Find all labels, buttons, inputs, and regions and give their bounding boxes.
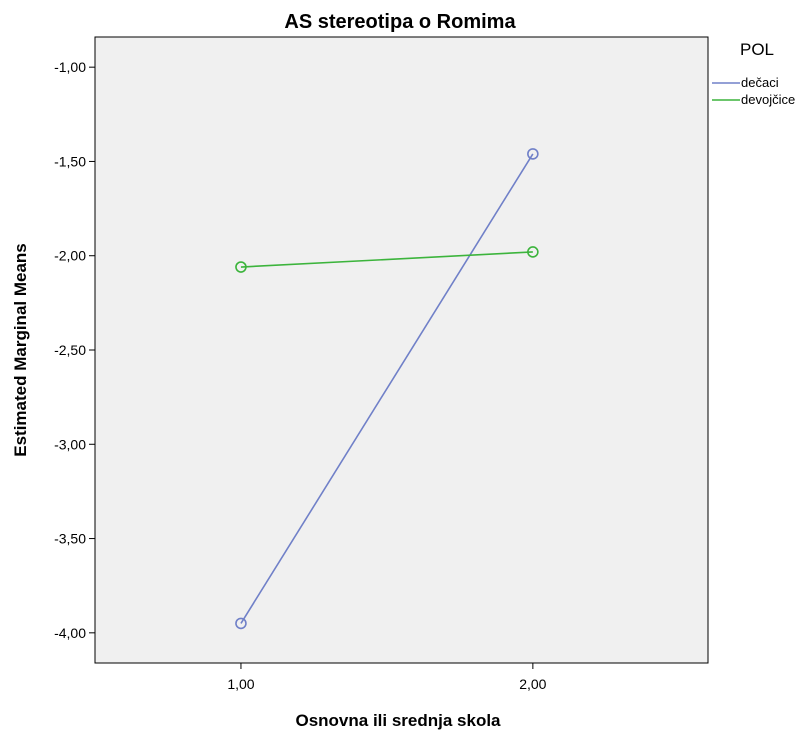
legend-label: dečaci — [741, 75, 779, 90]
y-tick-label: -2,50 — [54, 342, 86, 358]
legend: POL dečaci devojčice — [712, 40, 795, 107]
x-tick-label: 1,00 — [227, 676, 254, 692]
y-axis: -1,00 -1,50 -2,00 -2,50 -3,00 -3,50 -4,00 — [54, 59, 95, 641]
legend-title: POL — [740, 40, 774, 59]
y-axis-label: Estimated Marginal Means — [11, 243, 30, 457]
y-tick-label: -3,00 — [54, 436, 86, 452]
series-line-1 — [240, 153, 534, 624]
series-line-2 — [240, 251, 533, 268]
x-axis: 1,00 2,00 — [227, 663, 547, 692]
plot-area — [94, 36, 709, 664]
data-point — [235, 261, 247, 273]
data-point — [527, 148, 539, 160]
data-point — [527, 246, 539, 258]
x-tick-label: 2,00 — [519, 676, 546, 692]
y-tick-label: -3,50 — [54, 531, 86, 547]
chart-title: AS stereotipa o Romima — [284, 11, 516, 33]
y-tick-label: -1,50 — [54, 153, 86, 169]
data-point — [235, 617, 247, 630]
y-tick-label: -4,00 — [54, 625, 86, 641]
y-tick-label: -2,00 — [54, 248, 86, 264]
x-axis-label: Osnovna ili srednja skola — [295, 711, 501, 730]
legend-label: devojčice — [741, 92, 795, 107]
y-tick-label: -1,00 — [54, 59, 86, 75]
series-layer — [235, 148, 539, 630]
